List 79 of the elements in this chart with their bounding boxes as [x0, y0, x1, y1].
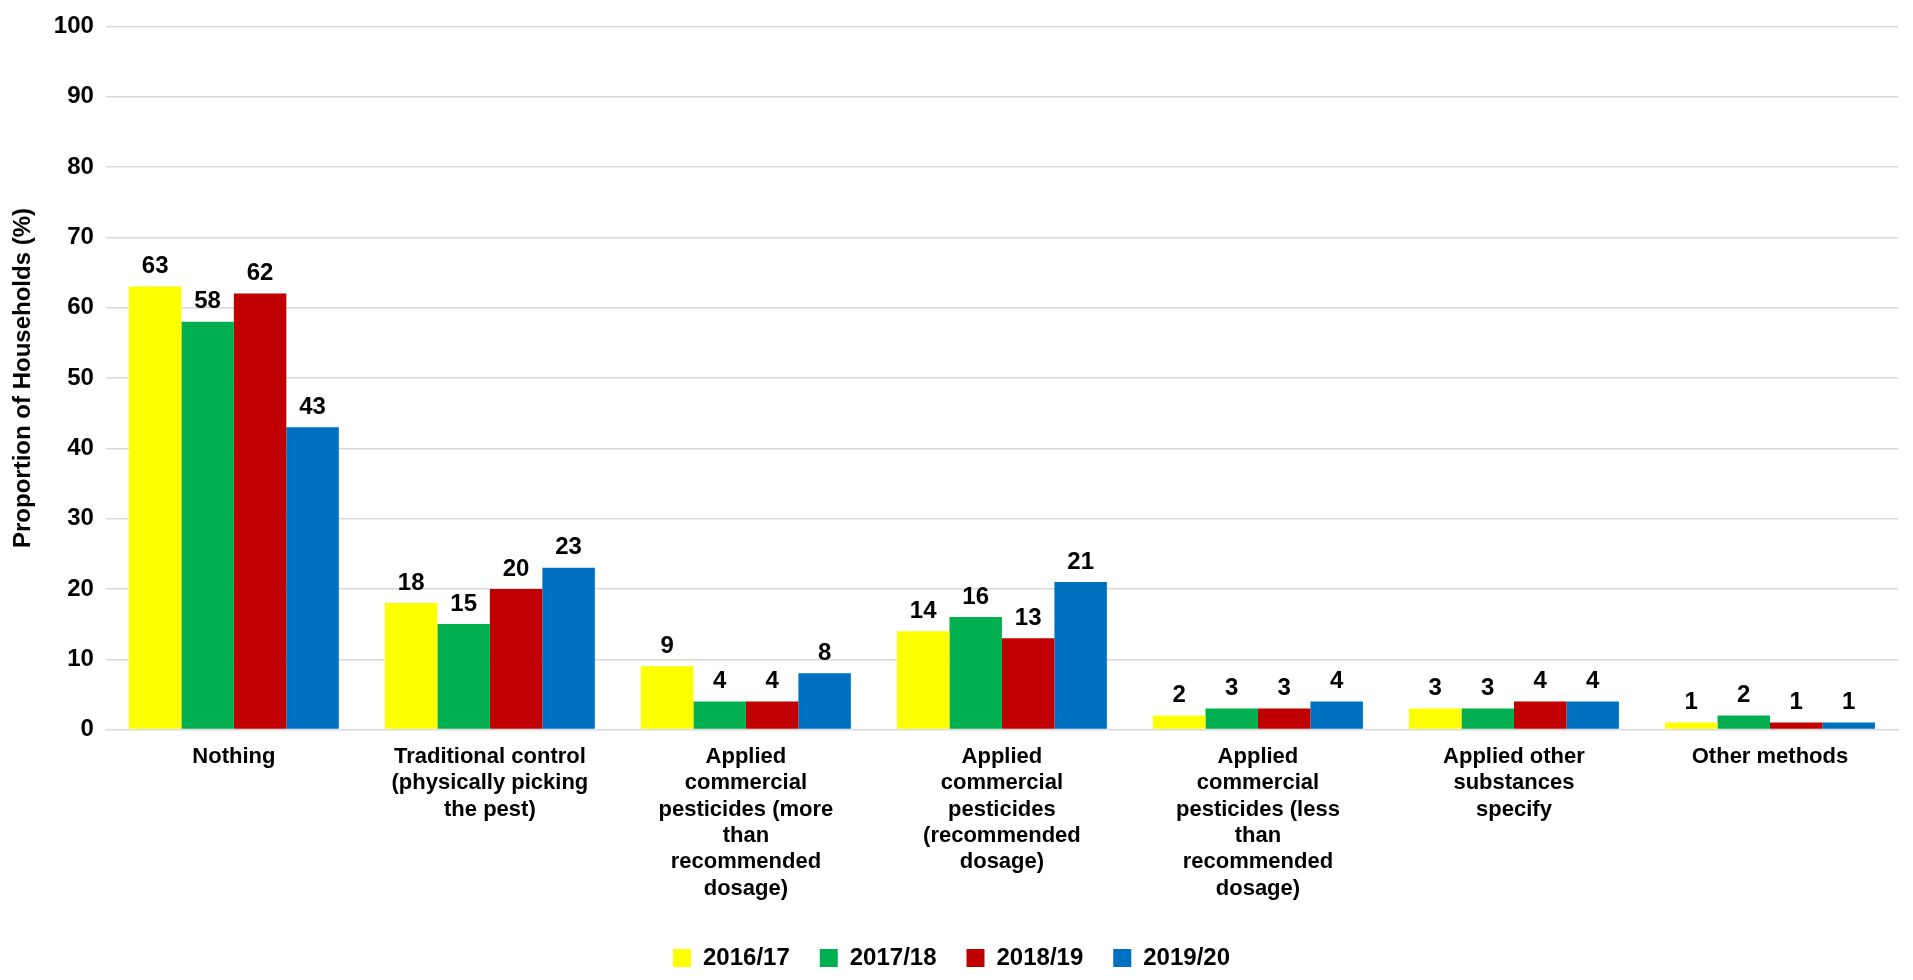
y-tick-label: 70 — [67, 221, 94, 249]
data-label: 13 — [1014, 602, 1042, 630]
y-tick-label: 90 — [67, 81, 94, 109]
data-label: 4 — [712, 666, 727, 694]
bar — [1409, 708, 1462, 729]
data-label: 18 — [397, 567, 425, 595]
bar — [1769, 722, 1823, 729]
bar — [1566, 701, 1619, 729]
data-label: 23 — [555, 532, 582, 560]
y-axis-title: Proportion of Households (%) — [8, 208, 36, 548]
legend-label: 2018/19 — [996, 942, 1084, 970]
data-label: 1 — [1789, 687, 1803, 715]
data-label: 4 — [1586, 666, 1601, 694]
data-label: 15 — [450, 588, 477, 616]
data-label: 1 — [1684, 687, 1698, 715]
y-tick-label: 10 — [67, 643, 94, 671]
data-label: 2 — [1172, 680, 1186, 708]
data-label: 20 — [502, 553, 530, 581]
data-label: 14 — [909, 595, 938, 623]
bar — [1717, 715, 1770, 729]
bar — [949, 617, 1002, 729]
data-label: 2 — [1737, 680, 1751, 708]
x-tick-label: Nothing — [192, 742, 276, 768]
data-label: 63 — [141, 251, 169, 279]
bar — [745, 701, 799, 729]
x-tick-label: Applied commercial pesticides (more than recommended dosage) — [658, 742, 834, 900]
y-tick-label: 30 — [67, 503, 94, 531]
x-tick-label: Applied commercial pesticides (recommended dosage) — [923, 742, 1081, 874]
y-tick-label: 80 — [67, 151, 94, 179]
legend-label: 2017/18 — [849, 942, 937, 970]
bar — [181, 321, 234, 729]
bar — [640, 666, 694, 729]
bar — [1822, 722, 1875, 729]
bar — [384, 603, 438, 729]
bar — [233, 293, 287, 729]
data-label: 3 — [1428, 673, 1442, 701]
bar — [1205, 708, 1258, 729]
bar — [1152, 715, 1206, 729]
data-label: 3 — [1277, 673, 1291, 701]
data-label: 58 — [194, 286, 221, 314]
data-label: 4 — [1533, 666, 1548, 694]
data-label: 3 — [1225, 673, 1239, 701]
data-label: 62 — [246, 258, 274, 286]
data-label: 9 — [660, 630, 674, 658]
data-label: 16 — [962, 581, 990, 609]
bar — [1513, 701, 1567, 729]
bar — [1054, 581, 1107, 729]
data-label: 3 — [1481, 673, 1495, 701]
data-label: 1 — [1842, 687, 1856, 715]
legend-label: 2016/17 — [702, 942, 790, 970]
bar — [542, 567, 595, 729]
data-label: 21 — [1067, 546, 1094, 574]
bar — [437, 624, 490, 729]
bar — [798, 673, 851, 729]
data-label: 4 — [765, 666, 780, 694]
bar — [1461, 708, 1514, 729]
y-tick-label: 50 — [67, 362, 94, 390]
bar — [489, 588, 543, 729]
bar — [128, 286, 182, 729]
bar — [896, 631, 950, 729]
bar — [693, 701, 746, 729]
y-tick-label: 40 — [67, 432, 94, 460]
bar — [1001, 638, 1055, 729]
data-label: 4 — [1329, 666, 1344, 694]
x-tick-label: Applied commercial pesticides (less than recommended dosage) — [1176, 742, 1340, 900]
data-label: 8 — [817, 637, 832, 665]
bar — [286, 427, 339, 729]
x-tick-label: Applied other substances specify — [1443, 742, 1586, 821]
legend-label: 2019/20 — [1143, 942, 1231, 970]
x-tick-label: Other methods — [1691, 742, 1849, 768]
bar — [1310, 701, 1363, 729]
bar — [1665, 722, 1718, 729]
data-label: 43 — [299, 391, 326, 419]
bar — [1257, 708, 1311, 729]
y-tick-label: 100 — [53, 11, 94, 39]
x-tick-label: Traditional control (physically picking the pest) — [391, 742, 589, 821]
y-tick-label: 60 — [67, 292, 94, 320]
y-tick-label: 20 — [67, 573, 94, 601]
y-tick-label: 0 — [80, 714, 94, 742]
